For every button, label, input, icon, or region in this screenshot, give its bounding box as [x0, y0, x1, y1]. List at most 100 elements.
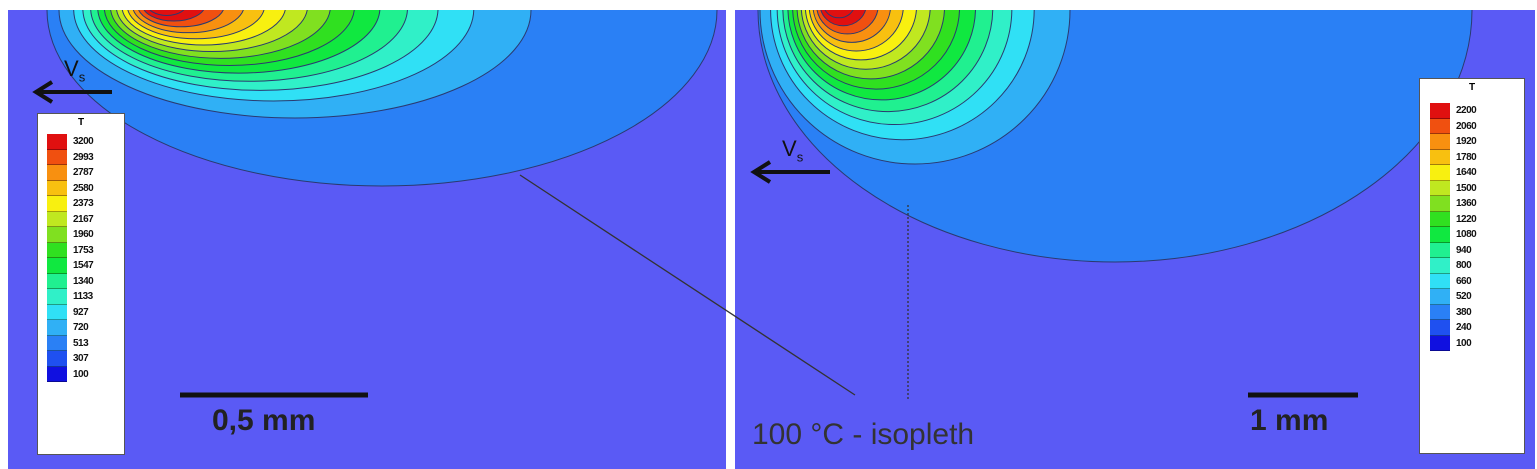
legend-swatch: [1430, 320, 1450, 336]
right-scale-bar-label: 1 mm: [1250, 404, 1329, 437]
legend-swatch: [47, 211, 67, 227]
legend-entry: 1080: [1430, 227, 1524, 243]
legend-value: 2200: [1456, 105, 1477, 117]
legend-swatch: [47, 258, 67, 274]
left-velocity-arrow-icon: [32, 80, 112, 104]
legend-value: 1753: [73, 244, 94, 256]
legend-swatch: [1430, 180, 1450, 196]
legend-swatch: [47, 227, 67, 243]
legend-swatch: [1430, 196, 1450, 212]
legend-value: 100: [1456, 337, 1472, 349]
legend-swatch: [1430, 165, 1450, 181]
legend-value: 1220: [1456, 213, 1477, 225]
legend-entry: 1360: [1430, 196, 1524, 212]
legend-value: 2580: [73, 182, 94, 194]
legend-value: 1080: [1456, 229, 1477, 241]
legend-swatch: [47, 149, 67, 165]
legend-value: 2167: [73, 213, 94, 225]
legend-swatch: [47, 273, 67, 289]
legend-entry: 1753: [47, 242, 124, 258]
legend-entry: 1500: [1430, 180, 1524, 196]
legend-value: 660: [1456, 275, 1472, 287]
legend-value: 1960: [73, 229, 94, 241]
isopleth-pointer-line-left: [519, 174, 856, 396]
legend-entry: 240: [1430, 320, 1524, 336]
legend-value: 100: [73, 368, 89, 380]
legend-swatch: [47, 304, 67, 320]
legend-entry: 307: [47, 351, 124, 367]
legend-swatch: [47, 242, 67, 258]
legend-swatch: [1430, 304, 1450, 320]
legend-entry: 380: [1430, 304, 1524, 320]
legend-swatch: [1430, 273, 1450, 289]
legend-swatch: [1430, 335, 1450, 351]
right-temperature-legend: T 2200 2060 1920 1780 1640 1500 1360 1220 1080 94…: [1419, 78, 1525, 454]
isotherm-band: [149, 10, 185, 16]
legend-swatch: [1430, 211, 1450, 227]
legend-value: 1360: [1456, 198, 1477, 210]
legend-value: 240: [1456, 322, 1472, 334]
legend-swatch: [47, 165, 67, 181]
legend-value: 1133: [73, 291, 93, 303]
legend-value: 520: [1456, 291, 1472, 303]
isotherm-band: [824, 10, 854, 19]
legend-value: 2373: [73, 198, 94, 210]
right-velocity-arrow-icon: [750, 160, 830, 184]
legend-entry: 1547: [47, 258, 124, 274]
legend-entry: 1640: [1430, 165, 1524, 181]
left-contour-field: [46, 10, 718, 187]
left-temperature-legend: T 3200 2993 2787 2580 2373 2167 1960 1753 1547 13…: [37, 113, 125, 455]
legend-value: 720: [73, 322, 89, 334]
legend-entry: 520: [1430, 289, 1524, 305]
legend-swatch: [47, 289, 67, 305]
legend-swatch: [1430, 227, 1450, 243]
left-velocity-label: Vs: [64, 56, 86, 85]
legend-entry: 1133: [47, 289, 124, 305]
legend-title: T: [77, 117, 85, 128]
legend-value: 800: [1456, 260, 1472, 272]
legend-entry: 2373: [47, 196, 124, 212]
legend-swatch: [47, 351, 67, 367]
legend-title: T: [1468, 82, 1476, 93]
legend-value: 2060: [1456, 120, 1477, 132]
legend-swatch: [47, 196, 67, 212]
legend-value: 307: [73, 353, 89, 365]
legend-swatch: [47, 366, 67, 382]
legend-entry: 100: [47, 366, 124, 382]
legend-entry: 1920: [1430, 134, 1524, 150]
legend-swatch: [1430, 242, 1450, 258]
legend-entry: 100: [1430, 335, 1524, 351]
legend-value: 2993: [73, 151, 94, 163]
legend-entry: 660: [1430, 273, 1524, 289]
legend-entry: 1780: [1430, 149, 1524, 165]
legend-swatch: [47, 335, 67, 351]
legend-value: 1920: [1456, 136, 1477, 148]
legend-value: 1547: [73, 260, 94, 272]
legend-value: 2787: [73, 167, 94, 179]
legend-entry: 1340: [47, 273, 124, 289]
legend-swatch: [47, 180, 67, 196]
legend-entry: 2167: [47, 211, 124, 227]
isopleth-annotation: 100 °C - isopleth: [752, 418, 975, 451]
legend-entry: 2200: [1430, 103, 1524, 119]
legend-value: 1500: [1456, 182, 1477, 194]
legend-value: 1340: [73, 275, 94, 287]
legend-swatch: [1430, 103, 1450, 119]
legend-swatch: [47, 134, 67, 150]
legend-entry: 2060: [1430, 118, 1524, 134]
legend-entry: 1220: [1430, 211, 1524, 227]
legend-entry: 2787: [47, 165, 124, 181]
legend-swatch: [1430, 149, 1450, 165]
legend-swatch: [1430, 258, 1450, 274]
legend-swatch: [1430, 118, 1450, 134]
legend-entry: 940: [1430, 242, 1524, 258]
legend-entry: 513: [47, 335, 124, 351]
legend-entry: 927: [47, 304, 124, 320]
legend-entry: 3200: [47, 134, 124, 150]
legend-value: 1640: [1456, 167, 1477, 179]
legend-entry: 1960: [47, 227, 124, 243]
legend-swatch: [1430, 289, 1450, 305]
legend-value: 3200: [73, 136, 94, 148]
legend-value: 380: [1456, 306, 1472, 318]
